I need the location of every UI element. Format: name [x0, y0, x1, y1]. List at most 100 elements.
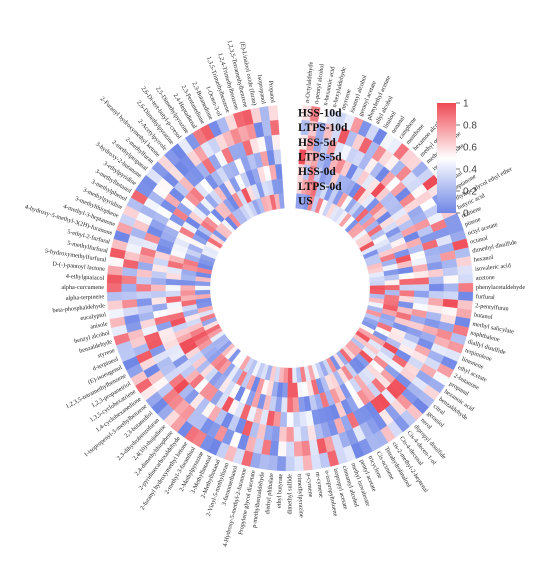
- heatmap-cell: [458, 282, 474, 293]
- heatmap-cell: [428, 290, 444, 300]
- heatmap-cell: [457, 291, 474, 302]
- heatmap-cell: [442, 266, 458, 277]
- compound-label: alpha-terpinene: [66, 293, 105, 302]
- heatmap-cell: [443, 283, 459, 292]
- ring-labels: HSS-10d LTPS-10d HSS-5d LTPS-5d HSS-0d LTPS-0…: [298, 107, 348, 207]
- compound-label: trimethylpyrazine: [296, 474, 305, 519]
- ring-label: LTPS-5d: [298, 152, 342, 164]
- heatmap-cell: [302, 454, 313, 471]
- heatmap-cell: [286, 397, 294, 413]
- heatmap-cell: [413, 277, 429, 285]
- heatmap-cell: [278, 426, 287, 442]
- compound-label: 2-pentylfuran: [475, 302, 509, 312]
- heatmap-cell: [442, 275, 459, 285]
- heatmap-cell: [268, 105, 279, 122]
- heatmap-cell: [195, 285, 211, 291]
- heatmap-cell: [286, 411, 294, 428]
- heatmap-cell: [278, 193, 285, 209]
- colorbar: 1 0.8 0.6 0.4 0.2 0: [437, 99, 477, 220]
- ring-label: HSS-0d: [298, 166, 336, 178]
- compound-label: phenylacetaldehyde: [476, 284, 525, 291]
- compound-label: n-Octylaldehyde: [304, 61, 315, 103]
- heatmap-cell: [443, 291, 459, 301]
- heatmap-cell: [293, 455, 304, 472]
- heatmap-cell: [369, 285, 385, 291]
- heatmap-cell: [287, 367, 293, 383]
- heatmap-cell: [428, 283, 444, 292]
- heatmap-cell: [285, 441, 295, 457]
- compound-label: Isopropanol: [256, 74, 267, 105]
- colorbar-tick-label: 0: [463, 209, 469, 220]
- heatmap-cell: [151, 290, 167, 299]
- heatmap-cell: [180, 284, 196, 291]
- heatmap-cell: [292, 411, 301, 427]
- heatmap-cells: [106, 105, 474, 472]
- compound-label: eucalyptol: [80, 311, 107, 322]
- heatmap-cell: [121, 275, 138, 285]
- heatmap-cell: [384, 284, 400, 291]
- heatmap-cell: [428, 276, 444, 285]
- heatmap-cell: [457, 274, 474, 284]
- heatmap-cell: [136, 276, 152, 285]
- heatmap-cell: [293, 426, 302, 442]
- heatmap-cell: [165, 284, 181, 291]
- heatmap-cell: [106, 274, 123, 284]
- compound-label: anisole: [90, 320, 109, 330]
- heatmap-cell: [106, 291, 123, 302]
- heatmap-cell: [277, 440, 287, 457]
- compound-label: hexanol: [473, 254, 494, 264]
- compound-label: octanal: [469, 234, 488, 245]
- compound-label: diethyl phthalate: [264, 473, 275, 515]
- compound-label: acetone: [476, 274, 495, 282]
- ring-label: LTPS-10d: [298, 122, 348, 134]
- heatmap-cell: [121, 283, 137, 292]
- heatmap-cell: [276, 455, 287, 472]
- ring-label: HSS-5d: [298, 137, 336, 149]
- ring-label: HSS-10d: [298, 107, 342, 119]
- compound-label: Propanol: [267, 80, 276, 103]
- heatmap-cell: [384, 279, 400, 286]
- heatmap-cell: [287, 382, 293, 398]
- heatmap-cell: [292, 396, 300, 413]
- colorbar-tick-label: 0.2: [463, 187, 477, 198]
- heatmap-cell: [136, 290, 152, 300]
- heatmap-cell: [107, 299, 124, 311]
- compound-label: 4-ethylguaiacol: [66, 273, 105, 282]
- compound-label: alpha-curcumene: [61, 284, 104, 291]
- heatmap-cell: [399, 284, 415, 291]
- heatmap-cell: [165, 290, 182, 298]
- heatmap-cell: [292, 382, 299, 398]
- heatmap-cell: [456, 265, 473, 276]
- compound-label: butanol: [474, 311, 494, 321]
- heatmap-cell: [413, 290, 429, 299]
- colorbar-tick-label: 0.8: [463, 121, 477, 132]
- compound-label: m-cymene: [314, 471, 325, 498]
- heatmap-cell: [121, 291, 137, 301]
- colorbar-tick-label: 0.4: [463, 165, 477, 176]
- heatmap-cell: [398, 278, 415, 286]
- heatmap-cell: [150, 284, 167, 292]
- colorbar-gradient: [437, 103, 456, 213]
- compound-label: ethyl butyrate: [276, 473, 285, 508]
- heatmap-cell: [286, 426, 294, 442]
- compound-label: isovaleric acid: [475, 262, 512, 273]
- heatmap-cell: [195, 289, 211, 295]
- heatmap-cell: [106, 282, 122, 293]
- compound-label: furfural: [476, 293, 495, 301]
- heatmap-cell: [293, 440, 303, 457]
- heatmap-cell: [121, 298, 138, 309]
- heatmap-cell: [285, 456, 295, 472]
- heatmap-cell: [279, 411, 288, 427]
- compound-label: dimethyl sulfide: [286, 474, 293, 515]
- ring-label: LTPS-0d: [298, 181, 342, 193]
- heatmap-cell: [136, 283, 152, 292]
- heatmap-cell: [413, 284, 430, 292]
- heatmap-cell: [301, 440, 311, 456]
- heatmap-cell: [180, 289, 196, 297]
- compound-label: p-cymene: [305, 473, 314, 498]
- colorbar-tick-label: 1: [463, 99, 469, 110]
- ring-label: US: [298, 196, 313, 208]
- colorbar-tick-label: 0.6: [463, 143, 477, 154]
- heatmap-cell: [269, 119, 280, 136]
